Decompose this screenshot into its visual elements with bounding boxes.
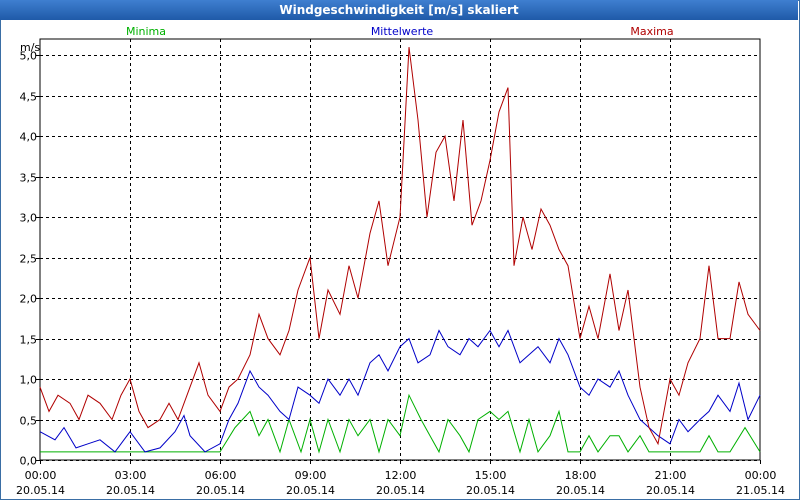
x-tick-date-label: 20.05.14 <box>646 484 695 497</box>
x-tick-date-label: 20.05.14 <box>16 484 65 497</box>
x-tick-date-label: 20.05.14 <box>466 484 515 497</box>
legend-mittelwerte: Mittelwerte <box>371 25 434 38</box>
x-tick-time-label: 00:00 <box>745 469 777 482</box>
chart-title: Windgeschwindigkeit [m/s] skaliert <box>0 0 798 20</box>
x-tick-date-label: 20.05.14 <box>376 484 425 497</box>
axis-labels: 0,0 0,5 1,0 1,5 2,0 2,5 3,0 3,5 4,0 4,5 5,0m/s 00:0… <box>16 25 785 497</box>
x-tick-time-label: 21:00 <box>655 469 687 482</box>
axes <box>36 38 761 464</box>
series-line-maxima <box>39 47 761 446</box>
y-tick-label: 5,0 <box>20 50 38 63</box>
y-tick-label: 1,5 <box>20 334 38 347</box>
x-tick-date-label: 20.05.14 <box>196 484 245 497</box>
y-axis-label: m/s <box>20 41 40 54</box>
x-tick-time-label: 06:00 <box>205 469 237 482</box>
x-tick-time-label: 18:00 <box>565 469 597 482</box>
series-line-mittelwerte <box>39 329 761 453</box>
y-tick-label: 3,5 <box>20 172 38 185</box>
series-line-minima <box>40 393 761 454</box>
y-tick-label: 2,0 <box>20 293 38 306</box>
y-tick-label: 4,5 <box>20 91 38 104</box>
legend-minima: Minima <box>126 25 166 38</box>
x-tick-date-label: 20.05.14 <box>556 484 605 497</box>
x-tick-time-label: 15:00 <box>475 469 507 482</box>
y-tick-label: 2,5 <box>20 253 38 266</box>
x-tick-time-label: 09:00 <box>295 469 327 482</box>
y-tick-label: 4,0 <box>20 131 38 144</box>
legend-maxima: Maxima <box>630 25 673 38</box>
x-tick-time-label: 12:00 <box>385 469 417 482</box>
grid-lines <box>40 39 760 461</box>
x-tick-date-label: 21.05.14 <box>736 484 785 497</box>
x-tick-date-label: 20.05.14 <box>106 484 155 497</box>
x-tick-time-label: 00:00 <box>25 469 57 482</box>
y-tick-label: 3,0 <box>20 212 38 225</box>
x-tick-date-label: 20.05.14 <box>286 484 335 497</box>
x-tick-time-label: 03:00 <box>115 469 147 482</box>
y-tick-label: 1,0 <box>20 374 38 387</box>
series-lines <box>39 47 761 454</box>
y-tick-label: 0,5 <box>20 415 38 428</box>
y-tick-label: 0,0 <box>20 455 38 468</box>
